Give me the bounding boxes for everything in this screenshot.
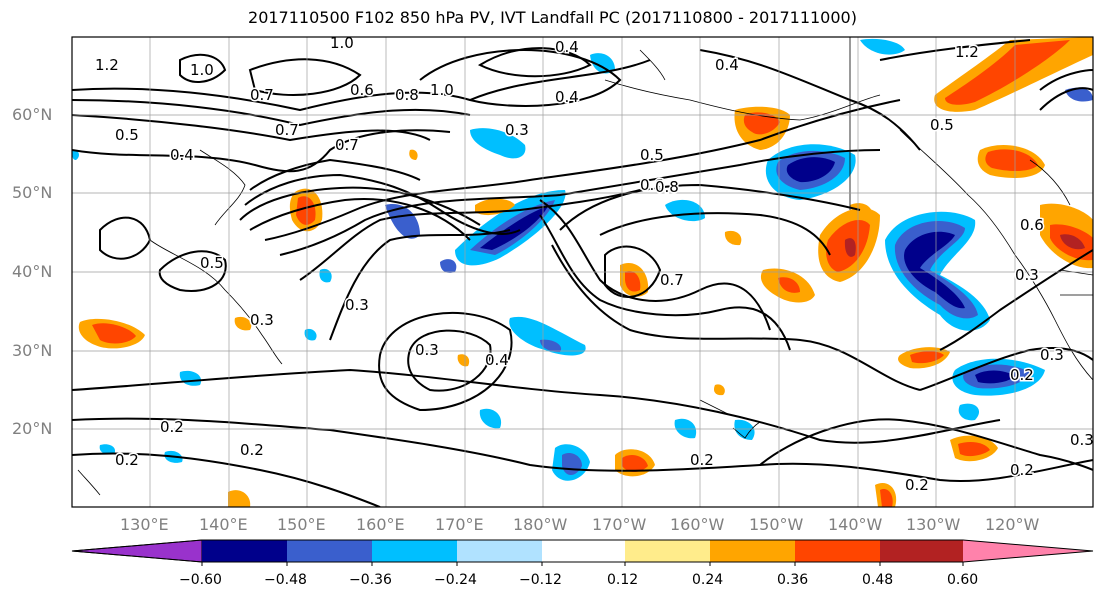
contour-label: 0.5 (930, 116, 954, 134)
contour-label: 0.7 (250, 86, 274, 104)
contour-label: 0.3 (250, 311, 274, 329)
contour-label: 0.3 (345, 296, 369, 314)
lat-label-60n: 60°N (12, 105, 53, 124)
lat-label-20n: 20°N (12, 419, 53, 438)
lon-label-160e: 160°E (356, 515, 405, 534)
lon-label-150w: 150°W (749, 515, 804, 534)
contour-label: 0.6 (350, 81, 374, 99)
colorbar-tick-label: −0.48 (264, 572, 307, 588)
lon-label-130w: 130°W (906, 515, 961, 534)
colorbar-segment (880, 540, 963, 562)
contour-label: 0.7 (275, 121, 299, 139)
map-frame (71, 36, 1094, 508)
contour-labels: 1.01.2 1.00.7 0.80.6 1.00.4 1.20.70.70.50.40… (94, 34, 1094, 496)
contour-label: 0.2 (690, 451, 714, 469)
contour-label: 1.0 (430, 81, 454, 99)
contour-label: 0.4 (555, 38, 579, 56)
contour-label: 0.2 (115, 451, 139, 469)
contour-label: 1.0 (330, 34, 354, 52)
map-title: 2017110500 F102 850 hPa PV, IVT Landfall… (248, 8, 857, 27)
contour-label: 0.3 (505, 121, 529, 139)
colorbar-tick-label: 0.48 (862, 572, 894, 588)
contour-label: 0.5 (115, 126, 139, 144)
contour-label: 0.7 (660, 271, 684, 289)
contour-lines (72, 39, 1093, 507)
lon-label-130e: 130°E (120, 515, 169, 534)
contour-label: 0.3 (1070, 431, 1094, 449)
contour-label: 0.8 (655, 178, 679, 196)
contour-label: 0.6 (640, 176, 664, 194)
colorbar-segment (202, 540, 287, 562)
colorbar-segment (795, 540, 880, 562)
lon-label-140w: 140°W (828, 515, 883, 534)
contour-label: 0.2 (905, 476, 929, 494)
colorbar-segment (372, 540, 457, 562)
colorbar-segment (625, 540, 710, 562)
lon-label-150e: 150°E (277, 515, 326, 534)
contour-label: 1.0 (190, 61, 214, 79)
map-panel: 1.01.2 1.00.7 0.80.6 1.00.4 1.20.70.70.50.40… (72, 34, 1094, 507)
lat-label-40n: 40°N (12, 262, 53, 281)
colorbar-tick-label: 0.36 (777, 572, 809, 588)
contour-label: 0.3 (1015, 266, 1039, 284)
colorbar-tick-label: 0.24 (692, 572, 724, 588)
contour-label: 0.4 (170, 146, 194, 164)
lon-label-170w: 170°W (592, 515, 647, 534)
contour-label: 0.2 (1010, 461, 1034, 479)
colorbar-tick-label: −0.12 (519, 572, 562, 588)
contour-label: 0.4 (715, 56, 739, 74)
graticule (72, 37, 1093, 507)
contour-label: 0.7 (335, 136, 359, 154)
contour-label: 0.2 (160, 418, 184, 436)
colorbar-tick-label: −0.60 (179, 572, 222, 588)
colorbar-tick-label: −0.24 (434, 572, 477, 588)
contour-label: 0.4 (555, 88, 579, 106)
lat-label-30n: 30°N (12, 341, 53, 360)
contour-label: 1.2 (955, 43, 979, 61)
colorbar-segment (710, 540, 795, 562)
lat-label-50n: 50°N (12, 183, 53, 202)
colorbar-segment (457, 540, 542, 562)
contour-label: 1.2 (95, 56, 119, 74)
contour-label: 0.3 (1040, 346, 1064, 364)
lon-label-180w: 180°W (513, 515, 568, 534)
lon-label-170e: 170°E (435, 515, 484, 534)
contour-label: 0.5 (200, 254, 224, 272)
contour-label: 0.5 (640, 146, 664, 164)
contour-label: 0.6 (1020, 216, 1044, 234)
colorbar-extend-high (963, 540, 1093, 562)
lon-label-160w: 160°W (670, 515, 725, 534)
colorbar-segment (542, 540, 625, 562)
lon-label-120w: 120°W (985, 515, 1040, 534)
colorbar-tick-label: 0.12 (607, 572, 639, 588)
contour-label: 0.8 (395, 86, 419, 104)
contour-label: 0.3 (415, 341, 439, 359)
shading-layer (72, 37, 1093, 507)
contour-label: 0.2 (1010, 366, 1034, 384)
colorbar (71, 539, 1094, 566)
lon-label-140e: 140°E (199, 515, 248, 534)
colorbar-segment (287, 540, 372, 562)
colorbar-tick-label: 0.60 (947, 572, 979, 588)
colorbar-tick-label: −0.36 (349, 572, 392, 588)
contour-label: 0.2 (240, 441, 264, 459)
contour-label: 0.4 (485, 351, 509, 369)
colorbar-extend-low (71, 539, 203, 563)
